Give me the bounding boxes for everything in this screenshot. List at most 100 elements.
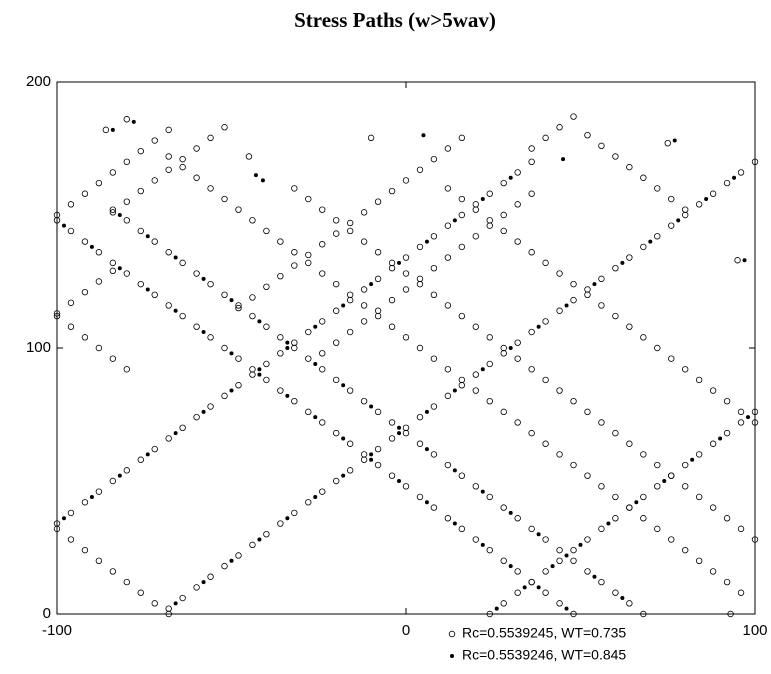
point <box>333 339 340 346</box>
point <box>480 489 485 494</box>
point <box>444 222 452 229</box>
point <box>109 259 117 267</box>
point <box>165 605 172 612</box>
point <box>723 398 731 405</box>
point <box>67 509 75 517</box>
point <box>402 254 410 261</box>
point <box>654 461 661 469</box>
point <box>430 355 438 362</box>
point <box>319 488 326 495</box>
point <box>695 376 703 384</box>
point <box>388 296 396 304</box>
point <box>528 525 535 533</box>
point <box>458 134 466 142</box>
point <box>67 536 75 543</box>
point <box>472 201 479 208</box>
point <box>486 190 493 197</box>
point <box>388 435 396 442</box>
point <box>229 351 234 356</box>
point <box>564 303 569 308</box>
point <box>542 134 549 142</box>
point <box>221 392 228 400</box>
point <box>291 249 298 256</box>
point <box>528 366 535 373</box>
point <box>388 265 396 272</box>
point <box>695 201 703 208</box>
point <box>746 415 751 420</box>
point <box>123 366 130 373</box>
point <box>137 227 144 235</box>
point <box>165 249 172 256</box>
legend-marker <box>450 654 454 658</box>
point <box>500 350 507 357</box>
point <box>514 169 521 176</box>
point <box>95 249 103 256</box>
point <box>360 238 368 245</box>
point <box>305 328 312 336</box>
point <box>253 173 258 178</box>
point <box>179 424 186 431</box>
point <box>313 324 318 329</box>
point <box>500 504 507 511</box>
point <box>598 483 605 490</box>
point <box>360 302 368 309</box>
point <box>263 360 270 368</box>
point <box>221 562 228 570</box>
point <box>430 451 438 458</box>
point <box>584 472 591 479</box>
point <box>374 249 382 256</box>
point <box>472 323 479 330</box>
point <box>319 318 326 325</box>
point <box>626 600 633 607</box>
point <box>67 299 75 306</box>
point <box>201 330 206 335</box>
point <box>542 318 549 325</box>
point <box>397 260 402 265</box>
point <box>369 457 374 462</box>
point <box>360 286 368 293</box>
point <box>494 606 499 611</box>
point <box>305 499 312 506</box>
point <box>570 280 577 288</box>
point <box>570 296 577 304</box>
point <box>486 493 493 501</box>
point <box>452 468 457 473</box>
point <box>570 557 577 564</box>
legend-label: Rc=0.5539245, WT=0.735 <box>462 625 626 641</box>
point <box>584 568 591 575</box>
point <box>592 282 597 287</box>
point <box>285 516 290 521</box>
point <box>528 578 535 586</box>
point <box>179 594 186 602</box>
point <box>285 393 290 398</box>
point <box>486 217 493 224</box>
point <box>416 413 424 421</box>
y-tick-label: 0 <box>43 605 51 622</box>
point <box>472 536 479 543</box>
point <box>416 166 424 173</box>
point <box>235 355 242 362</box>
point <box>291 398 298 405</box>
point <box>341 436 346 441</box>
point <box>737 419 745 426</box>
point <box>374 307 382 314</box>
point <box>452 521 457 526</box>
point <box>556 600 563 607</box>
point <box>578 542 583 547</box>
point <box>606 521 611 526</box>
point <box>313 415 318 420</box>
point <box>193 270 200 277</box>
point <box>682 546 689 554</box>
point <box>500 600 507 607</box>
point <box>682 483 689 490</box>
point <box>416 243 424 251</box>
point <box>313 494 318 499</box>
point <box>397 425 402 430</box>
point <box>737 408 745 416</box>
point <box>751 408 759 416</box>
point <box>346 328 354 336</box>
point <box>598 275 605 283</box>
point <box>668 195 675 203</box>
point <box>53 312 61 320</box>
point <box>145 452 150 457</box>
